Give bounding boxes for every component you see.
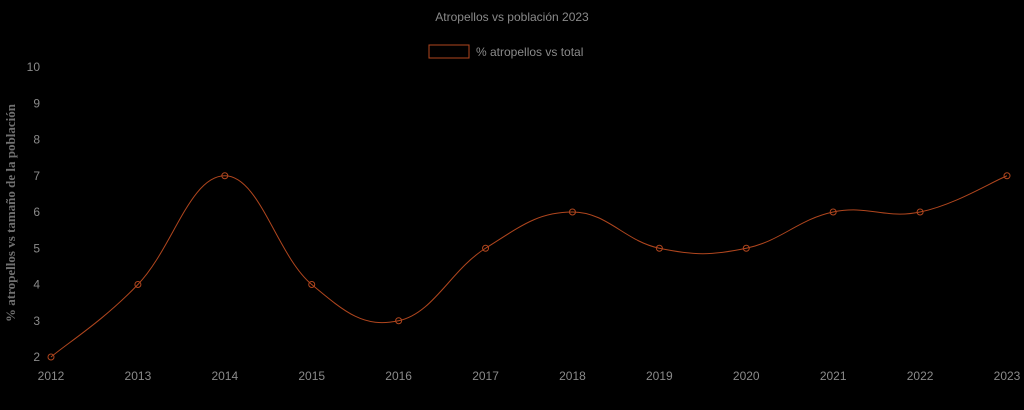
x-tick-label: 2014 [211,369,238,383]
series-group [47,172,1011,361]
x-tick-label: 2019 [646,369,673,383]
y-axis-ticks: 2 3 4 5 6 7 8 9 10 [27,60,41,364]
data-point-2021[interactable] [829,208,837,216]
data-point-2014[interactable] [221,172,229,180]
y-tick-label: 10 [27,60,41,74]
legend-label: % atropellos vs total [476,45,583,59]
data-point-2013[interactable] [134,281,142,288]
legend-swatch [428,44,470,59]
y-tick-label: 2 [33,350,40,364]
y-tick-label: 6 [33,205,40,219]
y-axis-title: % atropellos vs tamaño de la población [3,103,18,322]
x-axis-ticks: 2012 2013 2014 2015 2016 2017 2018 2019 2020 2021… [38,369,1021,383]
y-tick-label: 4 [33,278,40,292]
chart-title: Atropellos vs población 2023 [435,10,589,24]
x-tick-label: 2023 [994,369,1021,383]
data-point-2018[interactable] [568,208,576,216]
data-point-2016[interactable] [395,317,403,325]
data-point-2019[interactable] [655,244,663,252]
data-point-2023[interactable] [1003,172,1011,180]
x-tick-label: 2017 [472,369,499,383]
x-tick-label: 2015 [298,369,325,383]
y-tick-label: 7 [33,169,40,183]
x-tick-label: 2013 [125,369,152,383]
data-point-2020[interactable] [742,244,750,252]
x-tick-label: 2020 [733,369,760,383]
x-tick-label: 2022 [907,369,934,383]
series-line [50,175,1008,358]
y-tick-label: 9 [33,96,40,110]
x-tick-label: 2018 [559,369,586,383]
data-point-2015[interactable] [308,281,316,288]
x-tick-label: 2021 [820,369,847,383]
data-point-2017[interactable] [482,244,490,252]
y-tick-label: 8 [33,133,40,147]
y-tick-label: 5 [33,241,40,255]
data-point-2012[interactable] [47,353,55,361]
x-tick-label: 2012 [38,369,65,383]
data-point-2022[interactable] [916,208,924,216]
legend[interactable]: % atropellos vs total [428,44,583,59]
x-tick-label: 2016 [385,369,412,383]
y-tick-label: 3 [33,314,40,328]
